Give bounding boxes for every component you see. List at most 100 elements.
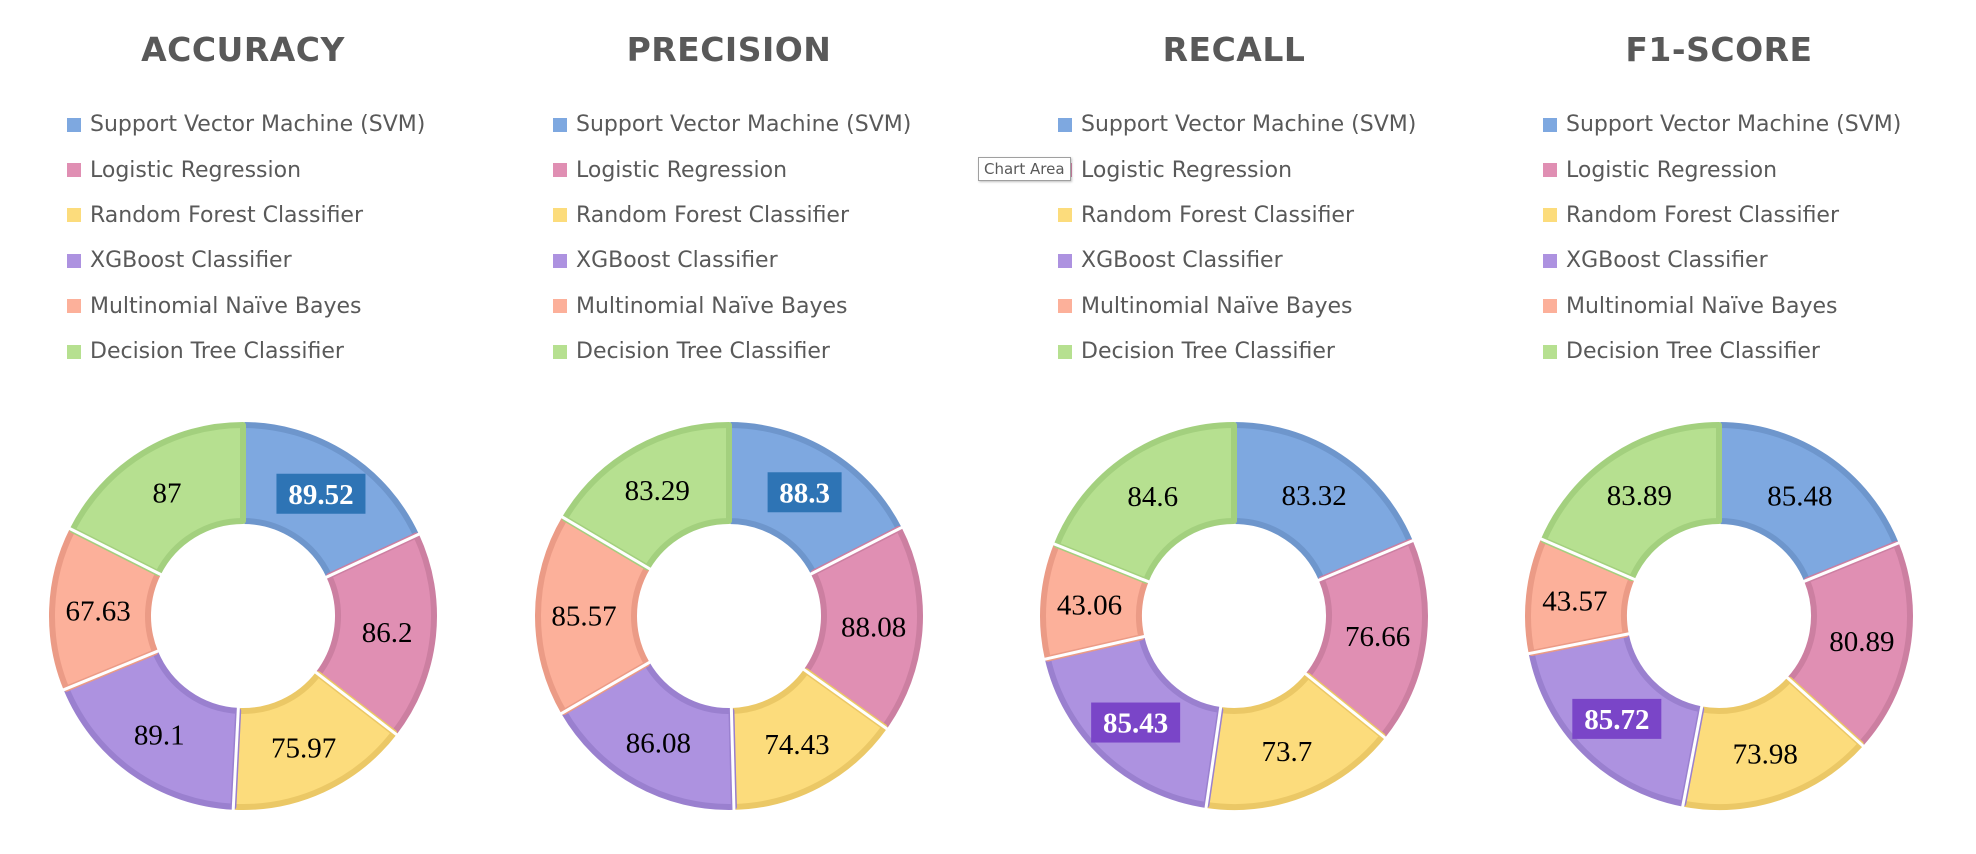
slice-separator: [1052, 542, 1151, 584]
legend-item-random-forest[interactable]: Random Forest Classifier: [1543, 193, 1901, 238]
legend-item-svm[interactable]: Support Vector Machine (SVM): [1058, 102, 1416, 147]
data-label-random-forest: 74.43: [764, 729, 829, 761]
legend-label: Logistic Regression: [1566, 157, 1778, 183]
legend-swatch: [67, 117, 81, 132]
chart-panel-precision[interactable]: PRECISION Support Vector Machine (SVM) Lo…: [487, 0, 971, 854]
data-label-text: 88.08: [841, 612, 906, 644]
legend-label: Support Vector Machine (SVM): [1566, 112, 1902, 138]
slice-separator: [68, 526, 163, 577]
data-label-xgboost: 89.1: [134, 719, 185, 751]
donut-chart[interactable]: 85.48 80.89 73.98 85.72 43.57 83.89: [1511, 408, 1927, 824]
legend-item-logistic-regression[interactable]: Logistic Regression: [67, 147, 425, 192]
data-label-text: 85.57: [551, 600, 616, 632]
legend-item-xgboost[interactable]: XGBoost Classifier: [1543, 238, 1901, 283]
legend-item-decision-tree[interactable]: Decision Tree Classifier: [1543, 329, 1901, 374]
legend-item-naive-bayes[interactable]: Multinomial Naïve Bayes: [1058, 284, 1416, 329]
legend-swatch: [67, 163, 81, 178]
donut-slice-logistic-regression[interactable]: [1304, 538, 1428, 739]
legend-item-svm[interactable]: Support Vector Machine (SVM): [67, 102, 425, 147]
donut-slice-logistic-regression[interactable]: [803, 525, 923, 731]
legend-item-random-forest[interactable]: Random Forest Classifier: [553, 193, 911, 238]
legend-swatch: [1058, 344, 1072, 359]
data-label-text: 83.29: [625, 475, 690, 507]
legend-label: XGBoost Classifier: [1566, 248, 1768, 274]
data-label-random-forest: 73.98: [1733, 738, 1798, 770]
slice-separator: [729, 706, 736, 811]
data-label-xgboost: 85.72: [1572, 698, 1662, 739]
data-label-text: 43.57: [1542, 586, 1607, 618]
data-label-text: 89.52: [288, 479, 353, 511]
legend-swatch: [1058, 117, 1072, 132]
data-label-text: 73.98: [1733, 738, 1798, 770]
legend-item-logistic-regression[interactable]: Logistic Regression: [1058, 147, 1416, 192]
legend-item-xgboost[interactable]: XGBoost Classifier: [1058, 238, 1416, 283]
legend-swatch: [553, 299, 567, 314]
slice-separator: [62, 649, 160, 692]
legend-item-svm[interactable]: Support Vector Machine (SVM): [1543, 102, 1901, 147]
data-label-logistic-regression: 76.66: [1345, 621, 1410, 653]
legend-item-svm[interactable]: Support Vector Machine (SVM): [553, 102, 911, 147]
legend-item-random-forest[interactable]: Random Forest Classifier: [67, 193, 425, 238]
data-label-svm: 88.3: [767, 472, 842, 513]
donut-slice-decision-tree[interactable]: [69, 422, 246, 577]
legend-item-decision-tree[interactable]: Decision Tree Classifier: [553, 329, 911, 374]
slice-separator: [1539, 537, 1637, 582]
legend-label: Random Forest Classifier: [1566, 202, 1840, 228]
legend-swatch: [553, 253, 567, 268]
data-label-naive-bayes: 85.57: [551, 600, 616, 632]
legend-label: Random Forest Classifier: [1081, 202, 1355, 228]
legend-swatch: [553, 208, 567, 223]
donut-slice-random-forest[interactable]: [728, 668, 888, 810]
legend-label: Support Vector Machine (SVM): [1081, 112, 1417, 138]
data-label-decision-tree: 83.89: [1607, 480, 1672, 512]
slice-separator: [1043, 634, 1146, 661]
donut-slice-svm[interactable]: [1716, 422, 1899, 584]
legend-item-decision-tree[interactable]: Decision Tree Classifier: [1058, 329, 1416, 374]
chart-panel-accuracy[interactable]: ACCURACY Support Vector Machine (SVM) Log…: [1, 0, 485, 854]
chart-panel-f1-score[interactable]: F1-SCORE Support Vector Machine (SVM) Log…: [1477, 0, 1961, 854]
legend-label: Decision Tree Classifier: [1566, 339, 1820, 365]
chart-panel-recall[interactable]: RECALL Support Vector Machine (SVM) Logis…: [992, 0, 1476, 854]
data-label-highlight-box: [276, 473, 366, 514]
donut-slice-xgboost[interactable]: [560, 660, 737, 810]
data-label-xgboost: 85.43: [1091, 702, 1181, 743]
donut-slice-logistic-regression[interactable]: [1786, 540, 1913, 747]
legend-item-naive-bayes[interactable]: Multinomial Naïve Bayes: [553, 284, 911, 329]
legend-label: Multinomial Naïve Bayes: [1081, 293, 1353, 319]
donut-slice-random-forest[interactable]: [1680, 676, 1864, 810]
legend-label: Multinomial Naïve Bayes: [1566, 293, 1838, 319]
donut-slice-svm[interactable]: [1231, 422, 1413, 583]
data-label-highlight-box: [1572, 698, 1662, 739]
legend-item-naive-bayes[interactable]: Multinomial Naïve Bayes: [1543, 284, 1901, 329]
legend-item-naive-bayes[interactable]: Multinomial Naïve Bayes: [67, 284, 425, 329]
slice-separator: [559, 660, 652, 716]
data-label-text: 43.06: [1057, 590, 1122, 622]
legend-item-random-forest[interactable]: Random Forest Classifier: [1058, 193, 1416, 238]
legend-item-xgboost[interactable]: XGBoost Classifier: [553, 238, 911, 283]
donut-slice-random-forest[interactable]: [1203, 672, 1386, 810]
legend-label: Support Vector Machine (SVM): [90, 112, 426, 138]
donut-chart[interactable]: 83.32 76.66 73.7 85.43 43.06 84.6: [1026, 408, 1442, 824]
chart-title: PRECISION: [626, 30, 832, 69]
donut-slice-decision-tree[interactable]: [1540, 422, 1722, 582]
legend-item-logistic-regression[interactable]: Logistic Regression: [553, 147, 911, 192]
legend-label: Support Vector Machine (SVM): [576, 112, 912, 138]
donut-slice-decision-tree[interactable]: [1053, 422, 1237, 584]
donut-chart[interactable]: 88.3 88.08 74.43 86.08 85.57 83.29: [521, 408, 937, 824]
data-label-text: 86.08: [626, 728, 691, 760]
data-label-random-forest: 73.7: [1262, 736, 1313, 768]
legend-item-xgboost[interactable]: XGBoost Classifier: [67, 238, 425, 283]
donut-slice-naive-bayes[interactable]: [535, 515, 651, 716]
donut-slice-decision-tree[interactable]: [561, 422, 732, 571]
data-label-text: 89.1: [134, 719, 185, 751]
data-label-logistic-regression: 86.2: [362, 617, 413, 649]
data-label-text: 87: [153, 478, 182, 510]
donut-slice-logistic-regression[interactable]: [315, 532, 437, 736]
donut-chart[interactable]: 89.52 86.2 75.97 89.1 67.63 87: [35, 408, 451, 824]
legend-swatch: [553, 163, 567, 178]
legend-item-logistic-regression[interactable]: Logistic Regression: [1543, 147, 1901, 192]
donut-slice-xgboost[interactable]: [63, 649, 242, 810]
data-label-decision-tree: 87: [153, 478, 182, 510]
legend-item-decision-tree[interactable]: Decision Tree Classifier: [67, 329, 425, 374]
chart-area-tooltip: Chart Area: [978, 157, 1071, 181]
